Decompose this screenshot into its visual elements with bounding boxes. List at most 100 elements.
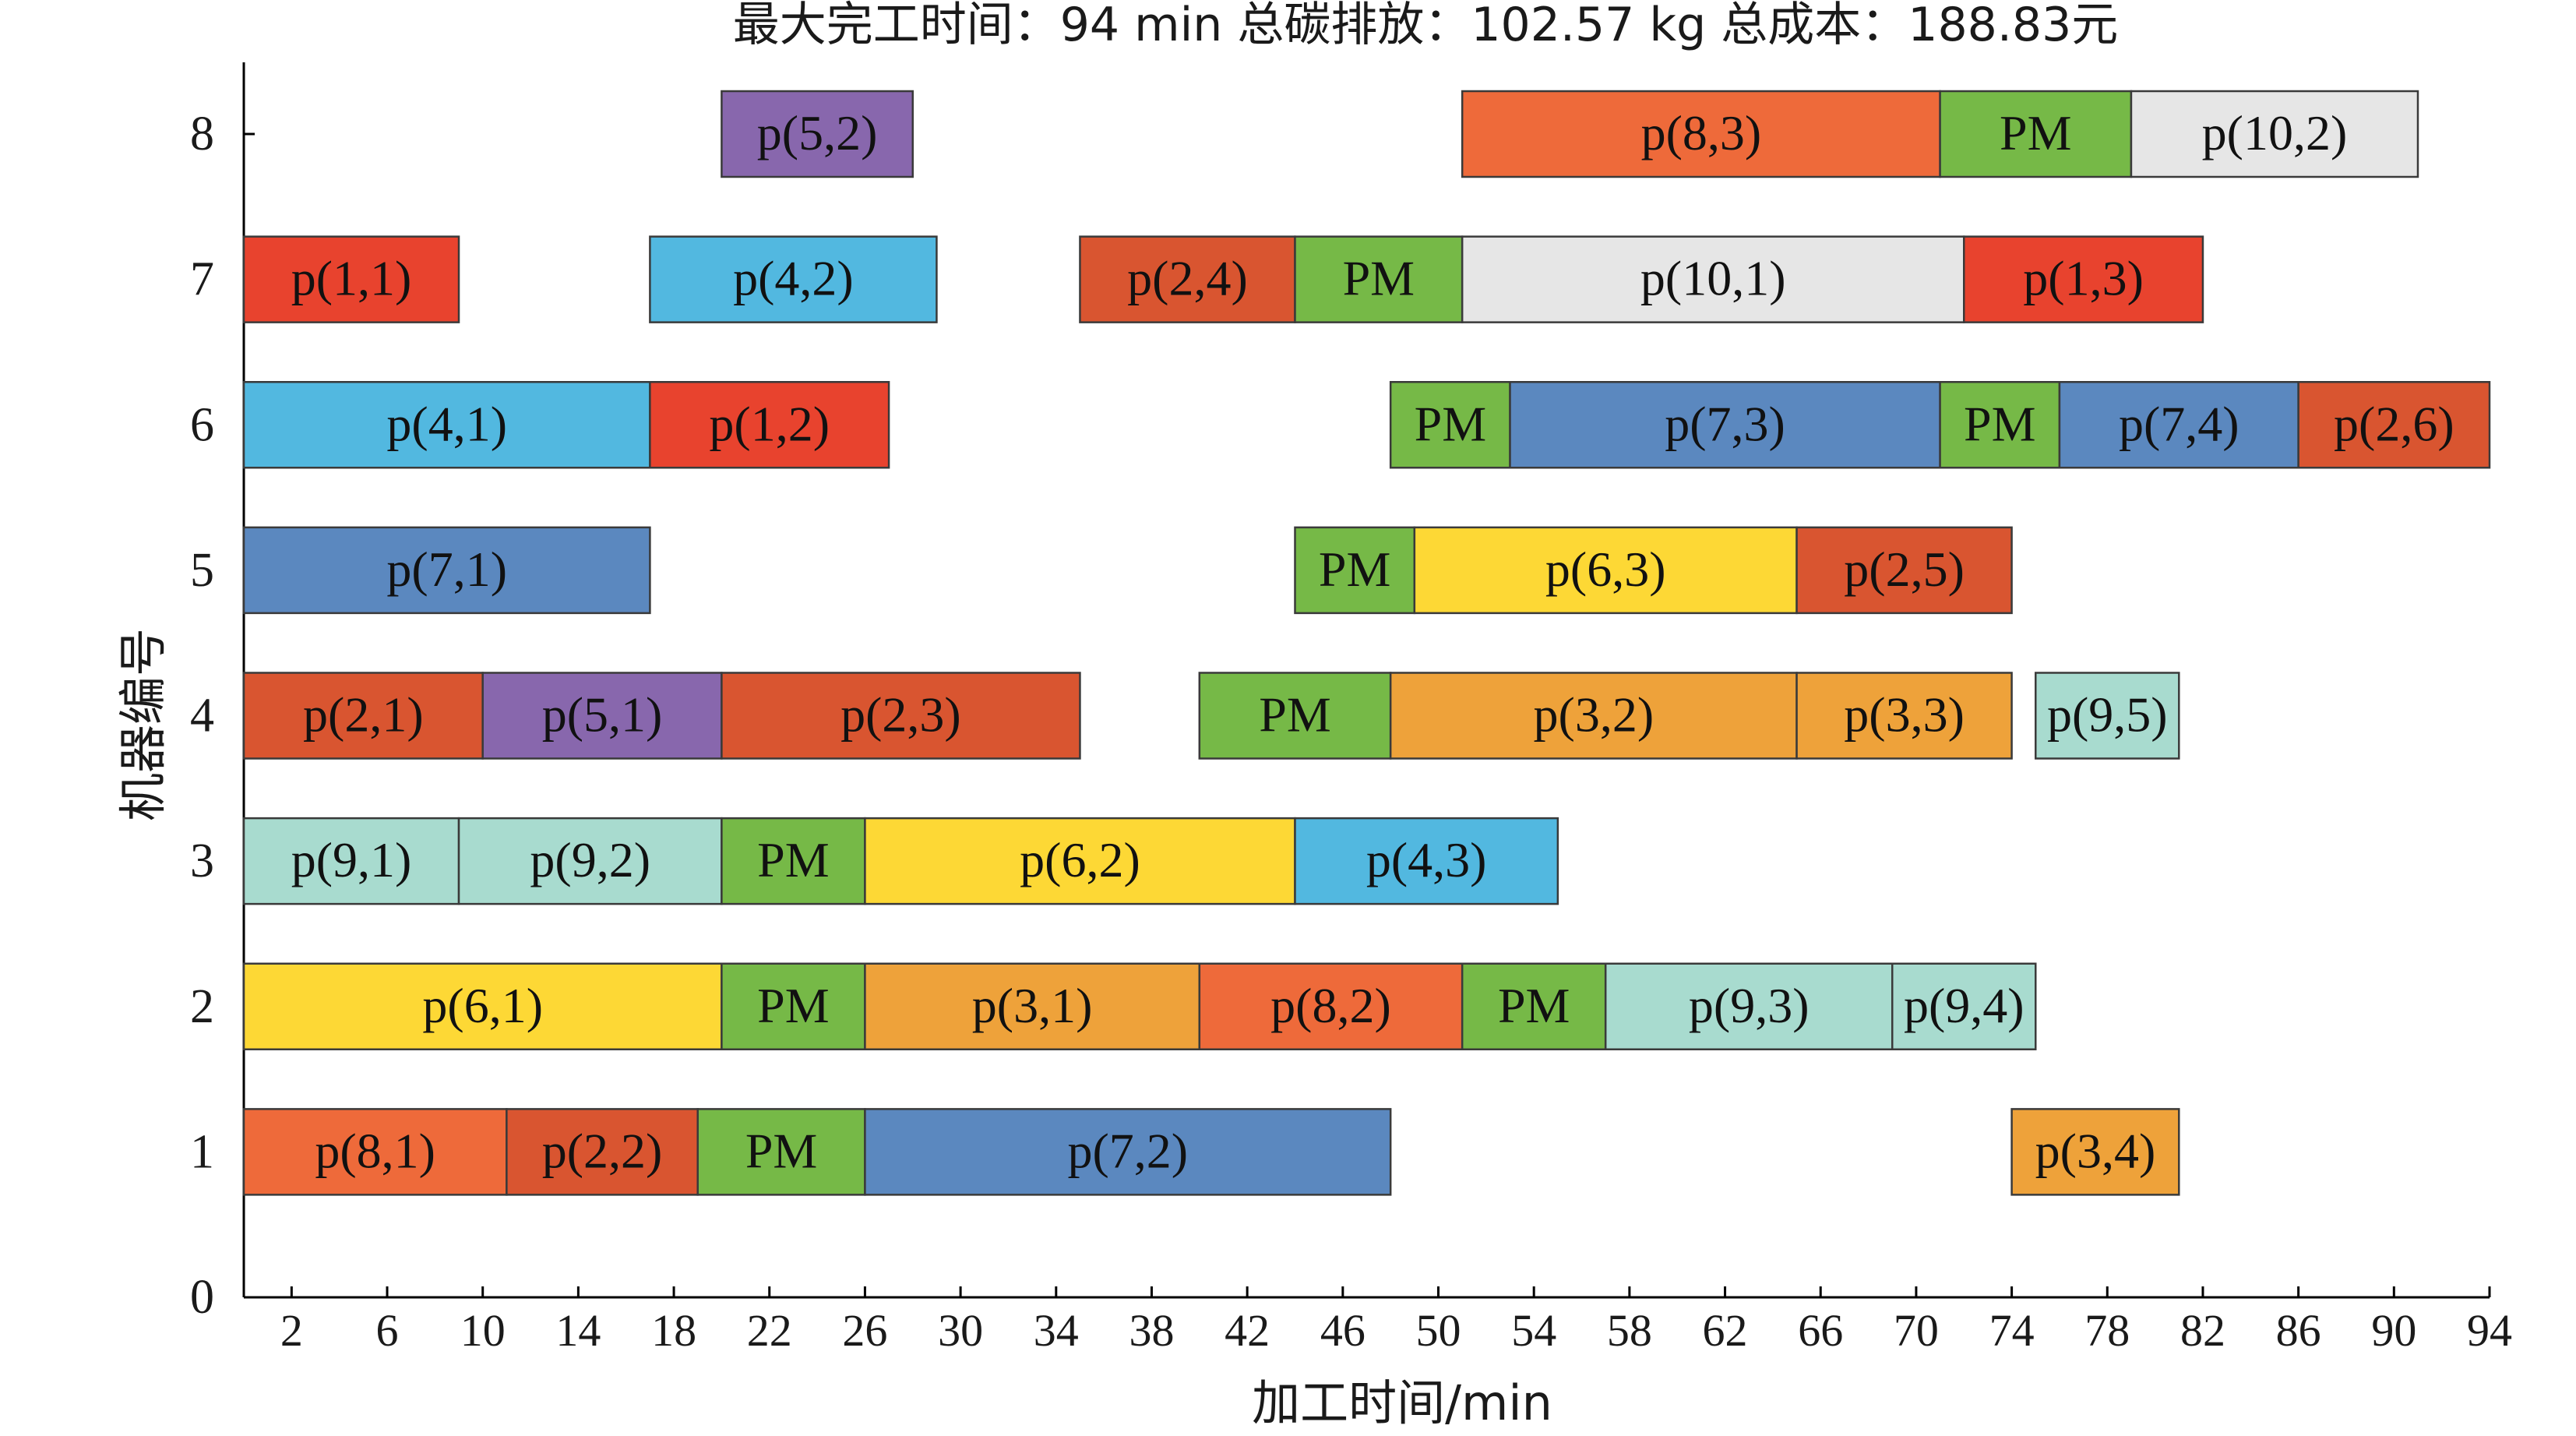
bar-label: p(2,1) <box>303 687 424 743</box>
x-tick-label: 34 <box>1034 1305 1079 1356</box>
pm-block: PM <box>1294 235 1464 323</box>
y-tick-label: 5 <box>190 544 214 597</box>
x-tick-label: 18 <box>651 1305 696 1356</box>
operation-bar: p(7,3) <box>1509 381 1941 469</box>
operation-bar: p(9,1) <box>242 817 460 905</box>
bar-rect <box>1389 381 1511 469</box>
bar-rect <box>1509 381 1941 469</box>
operation-bar: p(2,6) <box>2297 381 2491 469</box>
operation-bar: p(5,1) <box>481 672 723 760</box>
bar-label: PM <box>1319 542 1391 597</box>
x-tick-label: 90 <box>2371 1305 2416 1356</box>
bar-label: p(9,3) <box>1689 978 1810 1033</box>
x-tick-label: 2 <box>280 1305 303 1356</box>
bar-rect <box>1294 526 1416 615</box>
bar-label: p(4,3) <box>1366 832 1487 887</box>
x-tick-label: 82 <box>2180 1305 2225 1356</box>
operation-bar: p(2,1) <box>242 672 484 760</box>
bar-rect <box>1294 817 1559 905</box>
operation-bar: p(10,2) <box>2130 90 2419 178</box>
operation-bar: p(2,5) <box>1795 526 2013 615</box>
bar-label: p(4,1) <box>386 396 507 451</box>
operation-bar: p(3,1) <box>864 962 1201 1050</box>
y-tick-label: 2 <box>190 980 214 1033</box>
pm-block: PM <box>1389 381 1511 469</box>
operation-bar: p(2,3) <box>721 672 1081 760</box>
bar-rect <box>1198 962 1464 1050</box>
bar-label: PM <box>1259 687 1331 743</box>
bar-label: p(6,1) <box>422 978 543 1033</box>
bar-rect <box>1963 235 2204 323</box>
operation-bar: p(9,5) <box>2035 672 2180 760</box>
operation-bar: p(7,4) <box>2058 381 2299 469</box>
bar-label: p(8,1) <box>315 1123 435 1178</box>
bar-rect <box>2297 381 2491 469</box>
y-tick-label: 4 <box>190 690 214 743</box>
operation-bar: p(10,1) <box>1461 235 1965 323</box>
x-tick-label: 58 <box>1607 1305 1652 1356</box>
bar-label: PM <box>1415 396 1487 451</box>
x-tick-label: 94 <box>2467 1305 2512 1356</box>
bar-rect <box>1891 962 2037 1050</box>
x-tick-label: 54 <box>1511 1305 1556 1356</box>
pm-block: PM <box>1461 962 1607 1050</box>
operation-bar: p(9,3) <box>1604 962 1894 1050</box>
x-tick-label: 74 <box>1989 1305 2035 1356</box>
operation-bar: p(7,1) <box>242 526 651 615</box>
bar-rect <box>1795 526 2013 615</box>
bar-label: p(8,3) <box>1641 105 1762 161</box>
bar-label: p(2,2) <box>542 1123 663 1178</box>
chart-title: 最大完工时间：94 min 总碳排放：102.57 kg 总成本：188.83元 <box>733 0 2119 52</box>
bar-label: p(7,1) <box>386 542 507 597</box>
bar-label: p(1,3) <box>2023 251 2144 306</box>
y-tick-label: 8 <box>190 108 214 161</box>
operation-bar: p(2,4) <box>1079 235 1296 323</box>
bar-rect <box>1795 672 2013 760</box>
bar-rect <box>2035 672 2180 760</box>
y-tick-label: 3 <box>190 834 214 887</box>
bar-rect <box>864 1108 1392 1196</box>
bar-rect <box>1079 235 1296 323</box>
x-tick-label: 78 <box>2084 1305 2130 1356</box>
operation-bar: p(8,2) <box>1198 962 1464 1050</box>
bar-label: p(9,4) <box>1904 978 2025 1033</box>
bar-rect <box>242 1108 508 1196</box>
bar-rect <box>864 962 1201 1050</box>
bar-rect <box>1461 962 1607 1050</box>
pm-block: PM <box>1939 90 2133 178</box>
bar-label: p(9,1) <box>291 832 412 887</box>
bar-rect <box>721 962 866 1050</box>
bar-rect <box>242 235 460 323</box>
operation-bar: p(3,3) <box>1795 672 2013 760</box>
bar-label: p(2,5) <box>1844 542 1965 597</box>
x-tick-label: 26 <box>842 1305 887 1356</box>
pm-block: PM <box>696 1108 866 1196</box>
bar-rect <box>721 90 914 178</box>
bar-label: p(3,2) <box>1534 687 1654 743</box>
operation-bar: p(3,2) <box>1389 672 1798 760</box>
bar-rect <box>649 381 890 469</box>
bar-rect <box>1604 962 1894 1050</box>
y-tick-label: 0 <box>190 1271 214 1324</box>
operation-bar: p(7,2) <box>864 1108 1392 1196</box>
bar-rect <box>2130 90 2419 178</box>
bar-label: PM <box>1343 251 1415 306</box>
bar-rect <box>864 817 1296 905</box>
operation-bar: p(9,2) <box>457 817 723 905</box>
bar-label: p(2,6) <box>2334 396 2454 451</box>
bar-label: p(5,2) <box>757 105 878 161</box>
bar-label: p(5,1) <box>542 687 663 743</box>
operation-bar: p(4,3) <box>1294 817 1559 905</box>
bar-rect <box>721 817 866 905</box>
operation-bar: p(6,3) <box>1413 526 1798 615</box>
pm-block: PM <box>721 962 866 1050</box>
pm-block: PM <box>1939 381 2061 469</box>
bar-rect <box>1294 235 1464 323</box>
bar-label: p(2,3) <box>840 687 961 743</box>
pm-block: PM <box>721 817 866 905</box>
x-tick-label: 66 <box>1798 1305 1843 1356</box>
x-tick-label: 42 <box>1225 1305 1270 1356</box>
bar-label: p(10,1) <box>1640 251 1786 306</box>
y-tick-label: 6 <box>190 398 214 451</box>
operation-bar: p(1,1) <box>242 235 460 323</box>
